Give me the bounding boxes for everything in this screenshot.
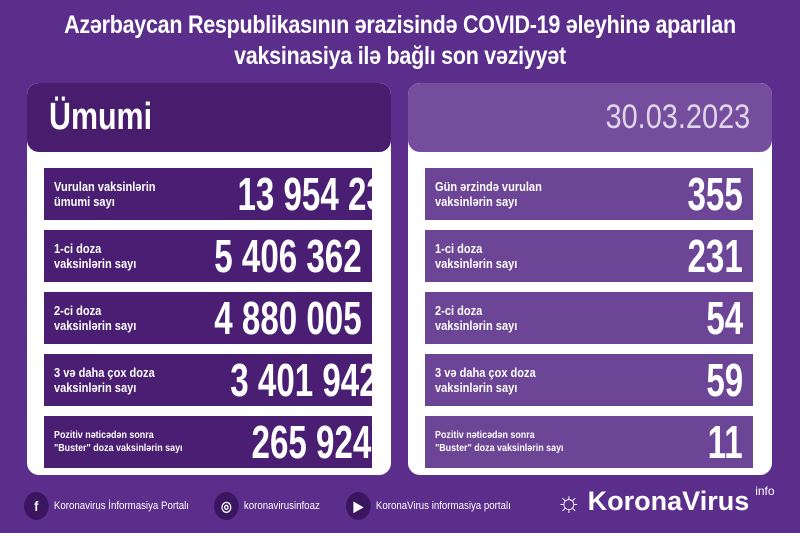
stat-row: 3 və daha çox doza vaksinlərin sayı 59 bbox=[425, 354, 753, 406]
stat-label: Pozitiv nəticədən sonra "Buster" doza vak… bbox=[54, 429, 183, 454]
stat-row: 1-ci doza vaksinlərin sayı 231 bbox=[425, 230, 753, 282]
stat-row: Gün ərzində vurulan vaksinlərin sayı 355 bbox=[425, 168, 753, 220]
stat-row: Pozitiv nəticədən sonra "Buster" doza vak… bbox=[44, 416, 372, 468]
stat-value: 231 bbox=[687, 230, 743, 282]
stat-value: 4 880 005 bbox=[214, 292, 362, 344]
footer: f Koronavirus İnformasiya Portalı ◎ korona… bbox=[0, 492, 800, 526]
facebook-icon: f bbox=[24, 492, 49, 520]
stat-value: 11 bbox=[707, 416, 743, 468]
title-line-2: vaksinasiya ilə bağlı son vəziyyət bbox=[234, 42, 566, 70]
total-header: Ümumi bbox=[27, 83, 391, 152]
facebook-link[interactable]: f Koronavirus İnformasiya Portalı bbox=[24, 492, 189, 520]
total-heading: Ümumi bbox=[49, 96, 153, 138]
koronavirus-logo: ☼ KoronaVirus info bbox=[556, 484, 775, 517]
stat-label: 1-ci doza vaksinlərin sayı bbox=[435, 241, 518, 271]
stat-row: Pozitiv nəticədən sonra "Buster" doza vak… bbox=[425, 416, 753, 468]
stat-row: Vurulan vaksinlərin ümumi sayı 13 954 233 bbox=[44, 168, 391, 220]
instagram-link[interactable]: ◎ koronavirusinfoaz bbox=[214, 492, 320, 520]
stat-label: Vurulan vaksinlərin ümumi sayı bbox=[54, 179, 156, 209]
stat-label: 1-ci doza vaksinlərin sayı bbox=[54, 241, 137, 271]
stat-row: 2-ci doza vaksinlərin sayı 4 880 005 bbox=[44, 292, 372, 344]
title-line-1: Azərbaycan Respublikasının ərazisində CO… bbox=[64, 11, 736, 39]
youtube-label: KoronaVirus informasiya portalı bbox=[375, 500, 511, 512]
virus-sun-icon: ☼ bbox=[556, 485, 582, 517]
brand-name: KoronaVirus bbox=[587, 486, 750, 516]
brand-sup: info bbox=[755, 484, 775, 498]
stat-row: 1-ci doza vaksinlərin sayı 5 406 362 bbox=[44, 230, 372, 282]
page-title: Azərbaycan Respublikasının ərazisində CO… bbox=[56, 10, 744, 72]
total-panel: Ümumi Vurulan vaksinlərin ümumi sayı 13 95… bbox=[27, 83, 391, 475]
stat-value: 59 bbox=[706, 354, 743, 406]
stat-label: 3 və daha çox doza vaksinlərin sayı bbox=[435, 365, 536, 395]
stat-value: 3 401 942 bbox=[229, 354, 378, 406]
stat-label: Pozitiv nəticədən sonra "Buster" doza vak… bbox=[435, 429, 564, 454]
stat-row: 2-ci doza vaksinlərin sayı 54 bbox=[425, 292, 753, 344]
daily-panel: 30.03.2023 Gün ərzində vurulan vaksinləri… bbox=[408, 83, 772, 475]
stat-row: 3 və daha çox doza vaksinlərin sayı 3 401 … bbox=[44, 354, 377, 406]
stat-label: Gün ərzində vurulan vaksinlərin sayı bbox=[435, 179, 542, 209]
instagram-label: koronavirusinfoaz bbox=[243, 500, 320, 512]
stat-label: 3 və daha çox doza vaksinlərin sayı bbox=[54, 365, 155, 395]
date-header: 30.03.2023 bbox=[408, 83, 772, 152]
date: 30.03.2023 bbox=[605, 98, 750, 136]
stat-value: 355 bbox=[687, 168, 743, 220]
facebook-label: Koronavirus İnformasiya Portalı bbox=[53, 500, 189, 512]
stat-value: 13 954 233 bbox=[237, 168, 391, 220]
stat-value: 5 406 362 bbox=[214, 230, 362, 282]
youtube-link[interactable]: ▶ KoronaVirus informasiya portalı bbox=[346, 492, 511, 520]
stat-value: 54 bbox=[706, 292, 743, 344]
stat-label: 2-ci doza vaksinlərin sayı bbox=[435, 303, 518, 333]
youtube-icon: ▶ bbox=[346, 492, 371, 520]
stat-label: 2-ci doza vaksinlərin sayı bbox=[54, 303, 137, 333]
stat-value: 265 924 bbox=[251, 416, 372, 468]
instagram-icon: ◎ bbox=[214, 492, 239, 520]
